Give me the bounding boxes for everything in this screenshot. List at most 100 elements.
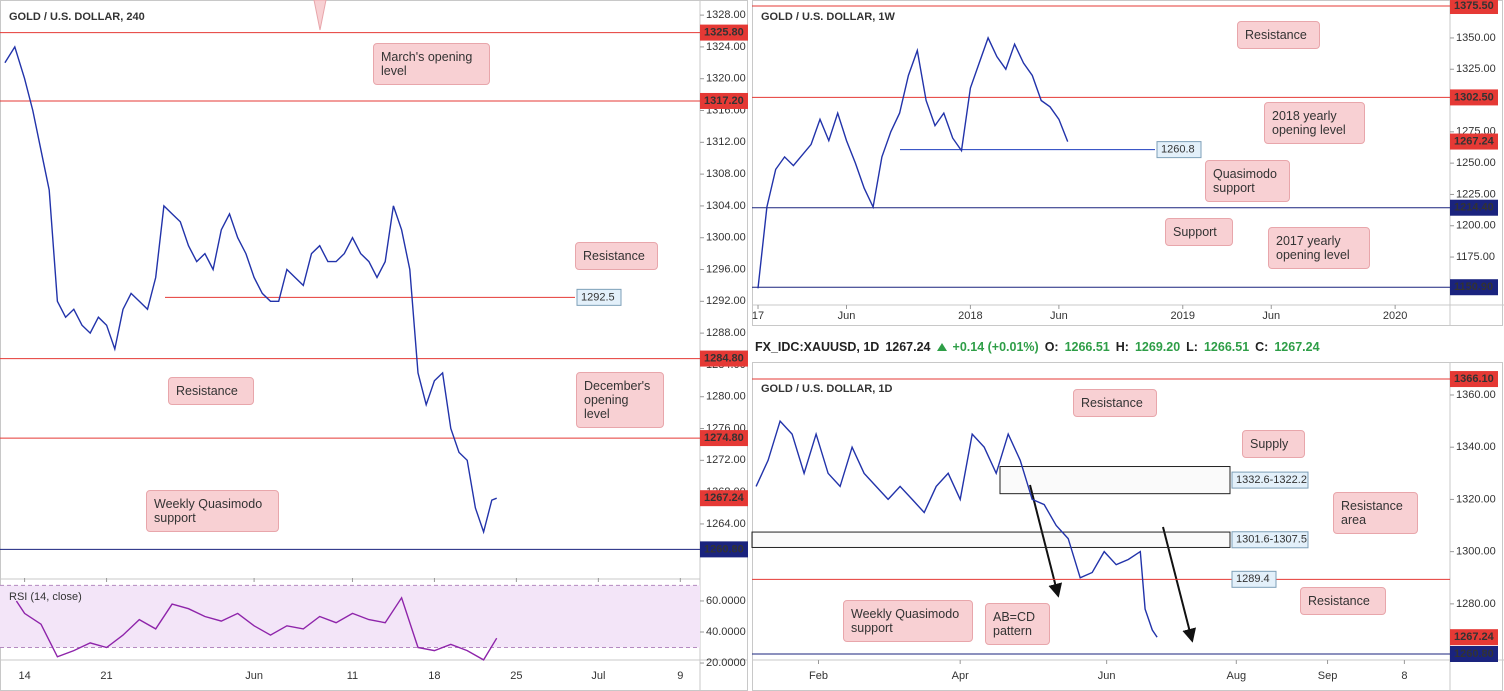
x-tick-label: 9: [677, 670, 683, 682]
level-label: 1150.90: [1454, 281, 1493, 293]
annotation: AB=CD pattern: [985, 603, 1050, 645]
zone-label: 1301.6-1307.5: [1236, 534, 1307, 546]
annotation: 2017 yearly opening level: [1268, 227, 1370, 269]
x-tick-label: 8: [1401, 670, 1407, 682]
zone: [751, 531, 1231, 548]
level-label-box: [700, 350, 748, 367]
x-tick-label: Feb: [809, 670, 828, 682]
ohlc-label: H:: [1115, 340, 1129, 354]
level-label-box: [1450, 89, 1498, 106]
y-tick-label: 1175.00: [1456, 251, 1495, 263]
y-tick-label: 1280.00: [706, 391, 746, 403]
y-tick-label: 1225.00: [1456, 188, 1496, 200]
last-price: 1267.24: [1454, 631, 1495, 643]
x-tick-label: Jun: [838, 310, 856, 322]
x-tick-label: Jul: [591, 670, 605, 682]
level-label: 1260.8: [1161, 144, 1195, 156]
price-line: [4, 45, 497, 535]
last-price-box: [1450, 133, 1498, 150]
last-price-box: [700, 490, 748, 507]
level-label-box: [700, 430, 748, 447]
ohlc-label: C:: [1255, 340, 1269, 354]
annotation: 2018 yearly opening level: [1264, 102, 1365, 144]
x-tick-label: Jun: [245, 670, 263, 682]
annotation: Resistance: [1237, 21, 1320, 49]
y-tick-label: 1304.00: [706, 200, 746, 212]
chart-title: RSI (14, close): [9, 591, 82, 603]
x-tick-label: 14: [18, 670, 30, 682]
level-label-box: [1450, 371, 1498, 388]
y-tick-label: 1328.00: [706, 9, 746, 21]
chart-title: GOLD / U.S. DOLLAR, 1W: [761, 11, 895, 23]
last-price-box: [1450, 629, 1498, 646]
x-tick-label: 2018: [958, 310, 982, 322]
annotation: Resistance: [1073, 389, 1157, 417]
level-label: 1292.5: [581, 291, 615, 303]
level-label-box: [700, 24, 748, 41]
y-tick-label: 1320.00: [1456, 493, 1496, 505]
chart-title: GOLD / U.S. DOLLAR, 1D: [761, 383, 892, 395]
level-label: 1274.80: [704, 432, 744, 444]
y-tick-label: 1324.00: [706, 41, 746, 53]
x-tick-label: 25: [510, 670, 522, 682]
panel-frame: [752, 0, 1503, 326]
last-price: 1267.24: [704, 492, 745, 504]
ohlc-value: 1266.51: [1203, 340, 1250, 354]
level-label-box: [1450, 645, 1498, 662]
level-label-box: [1450, 279, 1498, 296]
y-tick-label: 40.0000: [706, 626, 746, 638]
y-tick-label: 1360.00: [1456, 389, 1496, 401]
y-tick-label: 1300.00: [706, 232, 746, 244]
price-line: [757, 36, 1069, 289]
change: +0.14 (+0.01%): [952, 340, 1039, 354]
y-tick-label: 1300.00: [1456, 546, 1496, 558]
symbol-header: FX_IDC:XAUUSD, 1D 1267.24 +0.14 (+0.01%)…: [755, 340, 1320, 354]
ohlc-value: 1267.24: [1274, 340, 1320, 354]
level-label: 1260.80: [704, 543, 744, 555]
zone: [999, 466, 1231, 495]
ohlc-label: L:: [1186, 340, 1198, 354]
level-label: 1302.50: [1454, 91, 1494, 103]
annotation: Resistance: [575, 242, 658, 270]
y-tick-label: 1200.00: [1456, 220, 1496, 232]
level-label: 1260.80: [1454, 648, 1494, 660]
level-label-box: [1156, 141, 1202, 159]
y-tick-label: 1312.00: [706, 136, 746, 148]
annotation: Resistance: [168, 377, 254, 405]
level-label: 1325.80: [704, 27, 744, 39]
level-label: 1366.10: [1454, 373, 1494, 385]
y-tick-label: 1264.00: [706, 518, 746, 530]
annotation: Supply: [1242, 430, 1305, 458]
price: 1267.24: [885, 340, 931, 354]
level-label: 1214.40: [1454, 202, 1494, 214]
ohlc-label: O:: [1044, 340, 1059, 354]
annotation: March's opening level: [373, 43, 490, 85]
y-tick-label: 1288.00: [706, 327, 746, 339]
ohlc-value: 1269.20: [1134, 340, 1181, 354]
y-tick-label: 20.0000: [706, 657, 746, 669]
x-tick-label: 2019: [1171, 310, 1195, 322]
zone-label: 1332.6-1322.2: [1236, 474, 1307, 486]
annotation: Quasimodo support: [1205, 160, 1290, 202]
level-label: 1289.4: [1236, 573, 1270, 585]
annotation: Weekly Quasimodo support: [843, 600, 973, 642]
annotation: Resistance area: [1333, 492, 1418, 534]
y-tick-label: 1325.00: [1456, 63, 1496, 75]
annotation: December's opening level: [576, 372, 664, 428]
annotation: Resistance: [1300, 587, 1386, 615]
x-tick-label: Apr: [952, 670, 969, 682]
level-label-box: [1450, 199, 1498, 216]
price-line: [15, 596, 498, 661]
price-line: [755, 419, 1158, 638]
x-tick-label: 18: [428, 670, 440, 682]
annotation: Support: [1165, 218, 1233, 246]
x-tick-label: Jun: [1050, 310, 1068, 322]
x-tick-label: Jun: [1262, 310, 1280, 322]
ohlc-value: 1266.51: [1064, 340, 1110, 354]
last-price: 1267.24: [1454, 135, 1495, 147]
y-tick-label: 1292.00: [706, 295, 746, 307]
y-tick-label: 1320.00: [706, 73, 746, 85]
rsi-band: [0, 585, 700, 648]
annotation: Weekly Quasimodo support: [146, 490, 279, 532]
